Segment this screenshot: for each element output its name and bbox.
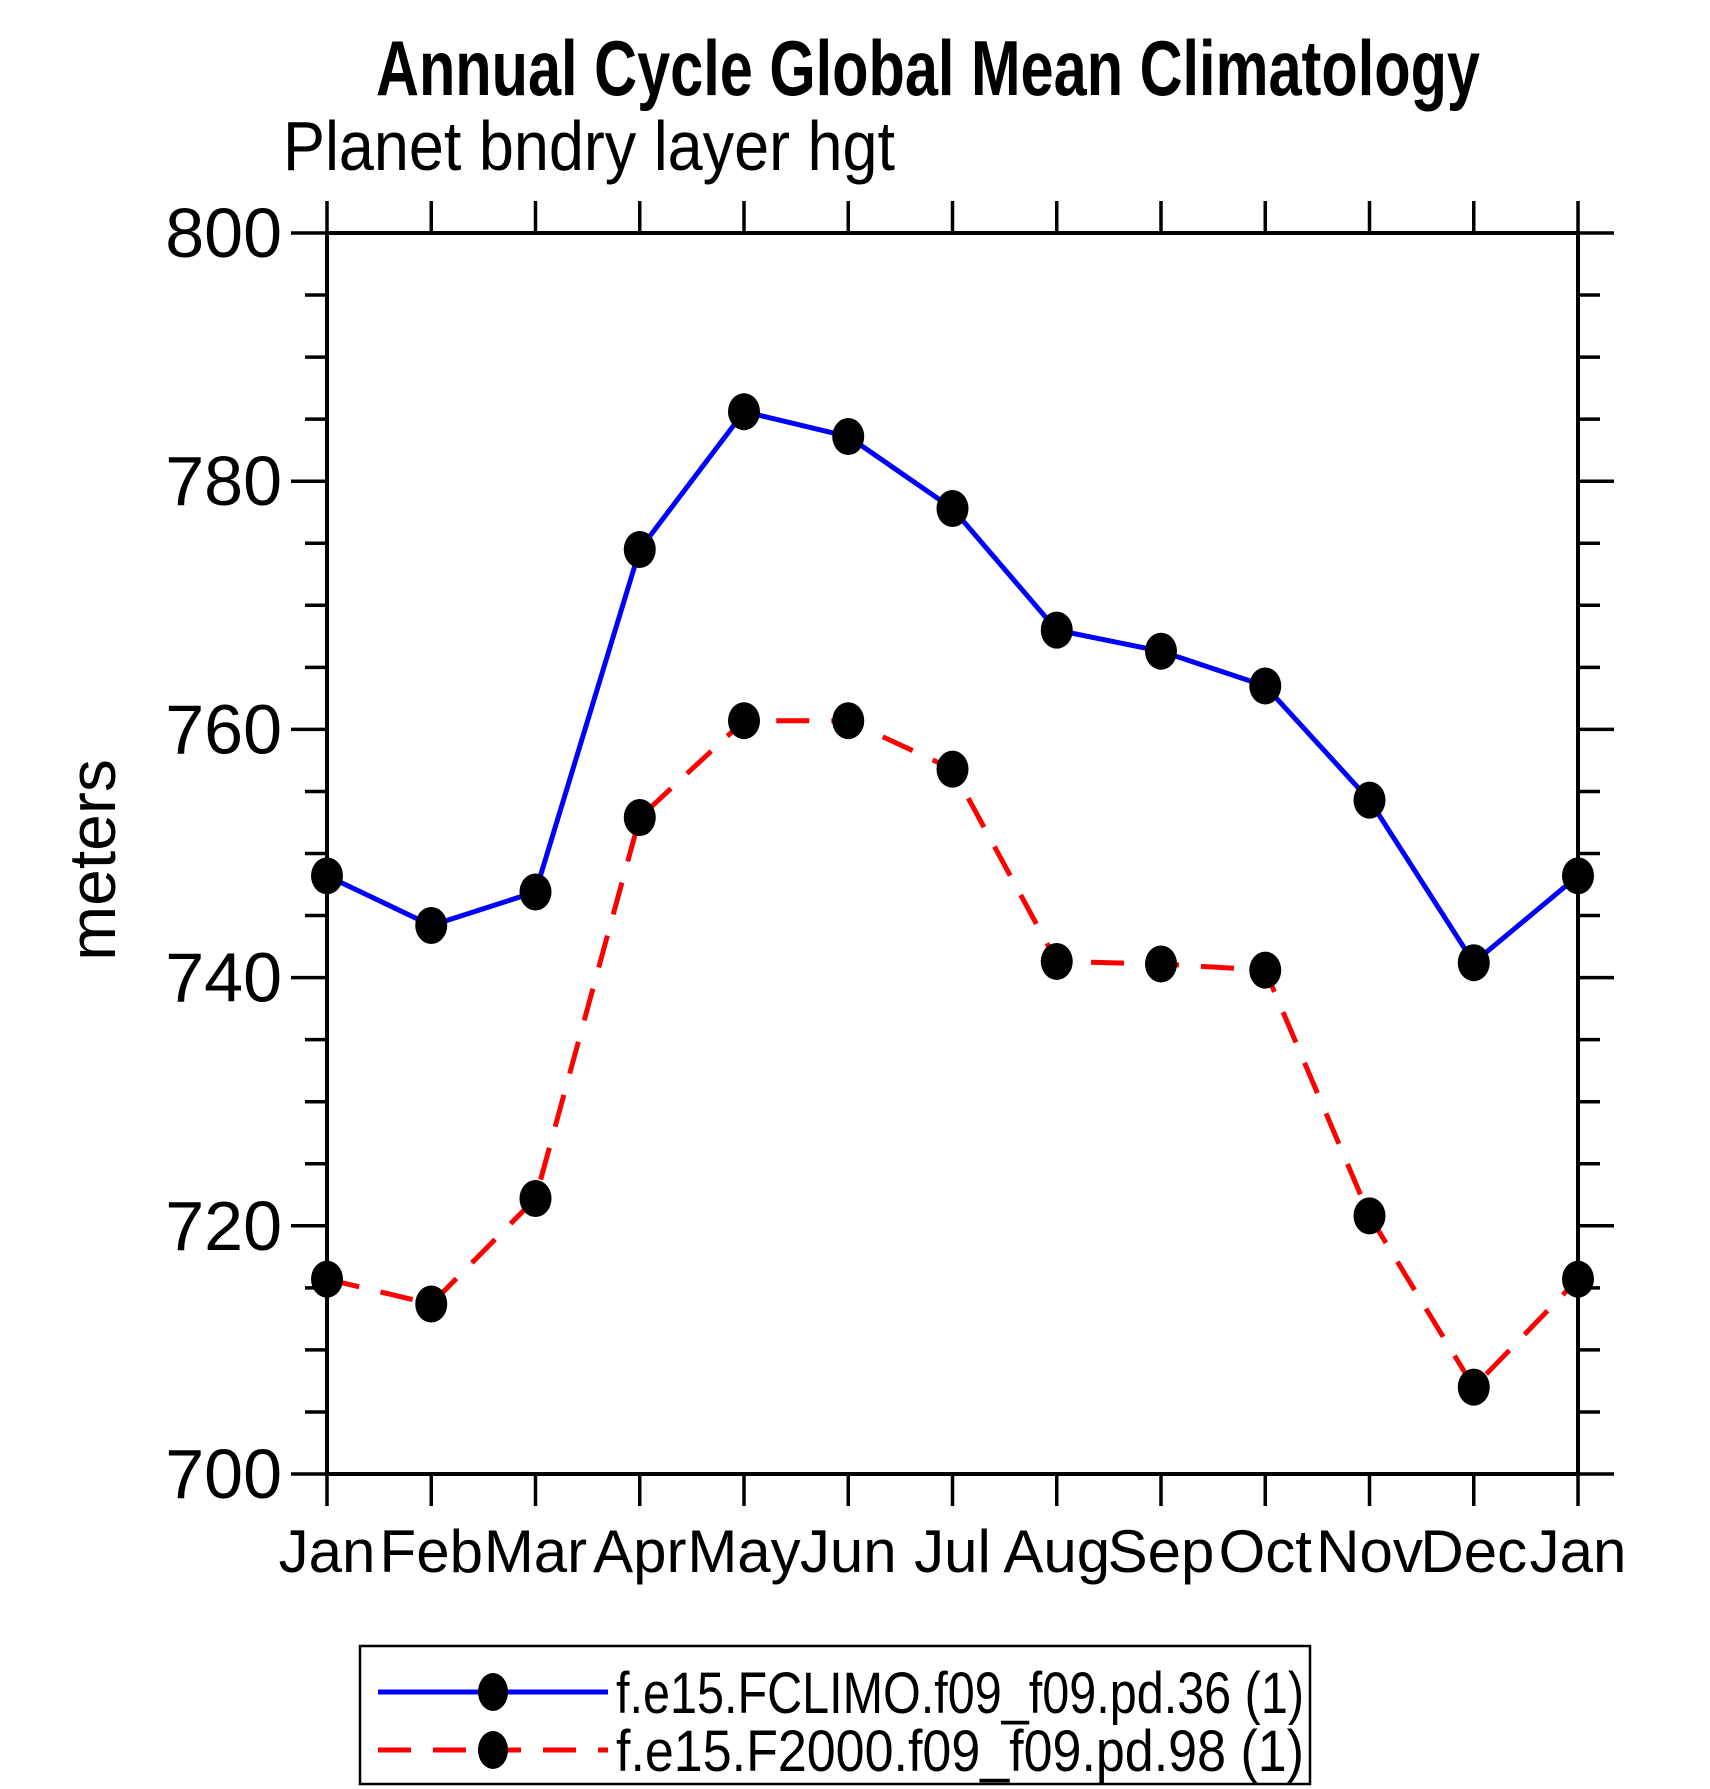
data-point-marker — [728, 702, 760, 740]
x-tick-label: Mar — [484, 1518, 587, 1585]
data-point-marker — [1457, 1368, 1490, 1406]
y-tick-label: 760 — [165, 690, 282, 768]
data-point-marker — [832, 702, 865, 740]
data-point-marker — [623, 530, 656, 568]
x-tick-label: Dec — [1420, 1518, 1527, 1585]
data-point-marker — [623, 799, 656, 837]
plot-box — [325, 231, 1580, 1476]
data-point-marker — [1040, 942, 1073, 980]
data-point-marker — [1457, 944, 1490, 982]
series-layer — [311, 393, 1594, 1406]
data-point-marker — [415, 906, 448, 944]
y-tick-label: 720 — [165, 1187, 282, 1265]
x-tick-label: May — [687, 1518, 800, 1585]
data-point-marker — [1353, 781, 1386, 819]
data-point-marker — [1562, 1260, 1594, 1298]
x-tick-label: Aug — [1003, 1518, 1110, 1585]
data-point-marker — [1040, 611, 1073, 649]
x-tick-label: Sep — [1108, 1518, 1215, 1585]
data-point-marker — [1562, 857, 1594, 895]
x-tick-label: Jun — [800, 1518, 897, 1585]
legend-swatch-marker — [478, 1673, 508, 1711]
y-tick-label: 780 — [165, 442, 282, 520]
y-tick-label: 740 — [165, 939, 282, 1017]
data-point-marker — [1249, 667, 1282, 705]
legend-swatch-marker — [478, 1731, 508, 1769]
data-point-marker — [519, 873, 552, 911]
data-point-marker — [1145, 945, 1177, 983]
legend-item-label: f.e15.F2000.f09_f09.pd.98 (1) — [616, 1719, 1304, 1784]
x-tick-label: Jul — [914, 1518, 991, 1585]
x-tick-label: Nov — [1316, 1518, 1423, 1585]
y-axis-label: meters — [55, 759, 129, 961]
data-point-marker — [728, 393, 760, 431]
legend: f.e15.FCLIMO.f09_f09.pd.36 (1)f.e15.F200… — [358, 1644, 1312, 1786]
y-tick-label: 800 — [165, 194, 282, 272]
x-tick-label: Jan — [1530, 1518, 1627, 1585]
legend-box — [358, 1644, 1312, 1786]
x-tick-label: Oct — [1219, 1518, 1313, 1585]
data-point-marker — [519, 1179, 552, 1217]
chart-title: Annual Cycle Global Mean Climatology — [376, 24, 1480, 112]
data-point-marker — [311, 1260, 343, 1298]
data-point-marker — [832, 418, 865, 456]
x-tick-label: Feb — [380, 1518, 483, 1585]
data-point-marker — [936, 490, 969, 528]
series-line-f2000 — [326, 718, 1580, 1390]
data-point-marker — [936, 750, 969, 788]
data-point-marker — [415, 1285, 448, 1323]
y-tick-label: 700 — [165, 1435, 282, 1513]
chart-subtitle: Planet bndry layer hgt — [283, 107, 895, 185]
data-point-marker — [1249, 951, 1282, 989]
x-tick-label: Jan — [279, 1518, 376, 1585]
legend-item-label: f.e15.FCLIMO.f09_f09.pd.36 (1) — [616, 1661, 1304, 1726]
data-point-marker — [311, 857, 343, 895]
data-point-marker — [1145, 632, 1177, 670]
data-point-marker — [1353, 1197, 1386, 1235]
x-tick-label: Apr — [593, 1518, 686, 1585]
